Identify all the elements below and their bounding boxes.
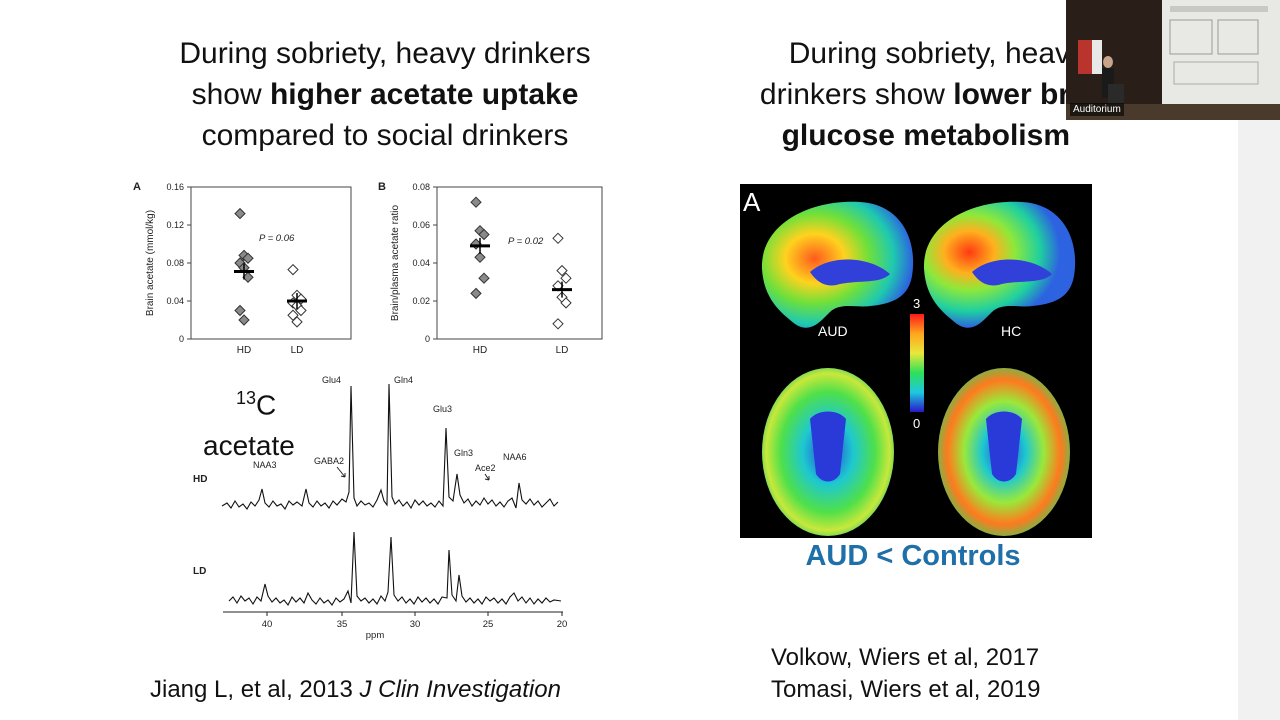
spectrum-tick-35: 35 <box>337 619 348 630</box>
left-citation: Jiang L, et al, 2013 J Clin Investigatio… <box>150 676 561 703</box>
scale-max-label: 3 <box>913 296 920 311</box>
peak-label-naa3: NAA3 <box>253 460 277 470</box>
acetate-label: acetate <box>203 430 295 461</box>
spectrum-tick-40: 40 <box>262 619 273 630</box>
panel-a-cat-hd: HD <box>237 345 251 356</box>
peak-label-glu4: Glu4 <box>322 375 341 385</box>
gaba2-arrow <box>336 466 346 478</box>
window-edge-strip <box>1238 0 1280 720</box>
spectrum-tick-25: 25 <box>483 619 494 630</box>
panel-b-point-ld <box>560 272 572 284</box>
panel-b-point-hd <box>474 251 486 264</box>
panel-b-point-ld <box>560 297 572 309</box>
scale-min-label: 0 <box>913 416 920 431</box>
panel-b-point-ld <box>552 232 564 245</box>
speaker-video-feed[interactable]: Auditorium <box>1066 0 1280 120</box>
journal-name: J Clin Investigation <box>359 676 561 703</box>
left-title-line2: show higher acetate uptake <box>191 78 579 111</box>
peak-label-gaba2: GABA2 <box>314 456 344 466</box>
pet-panel-letter: A <box>743 187 761 217</box>
panel-b-ytick-label: 0.08 <box>412 182 430 192</box>
panel-b-cat-ld: LD <box>556 345 569 356</box>
video-label: Auditorium <box>1070 103 1124 116</box>
spectrum-trace-hd <box>221 383 559 511</box>
spectrum-row-hd: HD <box>193 474 207 485</box>
panel-b-cat-hd: HD <box>473 345 487 356</box>
panel-b-pvalue: P = 0.02 <box>508 236 544 247</box>
panel-a-point-hd <box>234 207 246 220</box>
spectrum-tick-20: 20 <box>557 619 568 630</box>
label-aud: AUD <box>818 323 848 339</box>
sagittal-aud-ventricle <box>810 259 890 286</box>
panel-b-point-hd <box>470 196 482 208</box>
spectrum-row-ld: LD <box>193 566 206 577</box>
axial-aud-ventricles <box>810 411 846 482</box>
panel-b-point-hd <box>470 287 482 300</box>
panel-a-ytick-label: 0 <box>179 334 184 344</box>
panel-a-ytick-label: 0.04 <box>166 296 184 306</box>
panel-b-ytick-label: 0.06 <box>412 220 430 230</box>
panel-b-point-ld <box>552 318 564 330</box>
panel-b-point-ld <box>556 264 568 277</box>
right-citation-1: Volkow, Wiers et al, 2017 <box>771 644 1040 671</box>
panel-b-letter: B <box>378 181 386 193</box>
panel-a-ytick-label: 0.12 <box>166 220 184 230</box>
ace2-arrow <box>484 473 490 481</box>
brain-pet-panel: A AUD HC 3 0 <box>740 184 1092 538</box>
panel-a-ytick-label: 0.16 <box>166 182 184 192</box>
panel-a-point-hd <box>238 314 250 326</box>
brain-pet-image: A AUD HC 3 0 <box>743 187 1076 536</box>
panel-b-point-hd <box>478 272 490 284</box>
panel-a-ytick-label: 0.08 <box>166 258 184 268</box>
label-hc: HC <box>1001 323 1021 339</box>
panel-a-point-hd <box>234 304 246 317</box>
panel-a-pvalue: P = 0.06 <box>259 233 295 244</box>
panel-a-letter: A <box>133 181 141 193</box>
video-scene <box>1066 0 1280 120</box>
panel-b-ytick-label: 0 <box>425 334 430 344</box>
panel-a-point-ld <box>287 263 299 276</box>
panel-b-point-hd <box>478 228 490 241</box>
conclusion-text: AUD < Controls <box>805 540 1021 572</box>
left-title-line3: compared to social drinkers <box>201 119 569 152</box>
panel-a-ylabel: Brain acetate (mmol/kg) <box>145 210 156 316</box>
panel-a-frame <box>190 186 352 340</box>
right-title-line2: drinkers show lower br <box>759 78 1070 111</box>
right-title-emphasis: lower br <box>953 78 1070 111</box>
axial-hc-ventricles <box>986 411 1022 482</box>
nmr-spectrum: Glu4 Gln4 Glu3 Gln3 NAA6 Ace2 GABA2 NAA3… <box>193 375 568 641</box>
panel-b-ytick-label: 0.04 <box>412 258 430 268</box>
peak-label-naa6: NAA6 <box>503 452 527 462</box>
left-title-emphasis: higher acetate uptake <box>269 78 579 111</box>
peak-label-glu3: Glu3 <box>433 404 452 414</box>
spectrum-tick-30: 30 <box>410 619 421 630</box>
spectrum-trace-ld <box>228 531 562 607</box>
acetate-scatter-figure: A Brain acetate (mmol/kg) 0.16 0.12 0.08 0.… <box>133 181 603 356</box>
peak-label-ace2: Ace2 <box>475 463 496 473</box>
right-title-line3: glucose metabolism <box>781 119 1070 152</box>
right-slide-title: During sobriety, heav drinkers show lowe… <box>690 33 1070 156</box>
panel-a-point-hd <box>242 252 254 264</box>
peak-label-gln3: Gln3 <box>454 448 473 458</box>
panel-a-cat-ld: LD <box>291 345 304 356</box>
peak-label-gln4: Gln4 <box>394 375 413 385</box>
panel-b-frame <box>436 186 603 340</box>
right-citation-2: Tomasi, Wiers et al, 2019 <box>771 676 1041 703</box>
panel-b-ytick-label: 0.02 <box>412 296 430 306</box>
pet-color-scale <box>910 314 924 412</box>
left-slide-title: During sobriety, heavy drinkers show hig… <box>110 33 660 156</box>
spectrum-xlabel: ppm <box>366 630 385 641</box>
right-title-line1: During sobriety, heav <box>788 37 1070 70</box>
left-title-line1: During sobriety, heavy drinkers <box>179 37 591 70</box>
panel-a-point-ld <box>291 316 303 328</box>
c13-label: 13C <box>236 388 277 421</box>
panel-b-ylabel: Brain/plasma acetate ratio <box>390 204 401 321</box>
sagittal-hc-ventricle <box>972 259 1052 286</box>
